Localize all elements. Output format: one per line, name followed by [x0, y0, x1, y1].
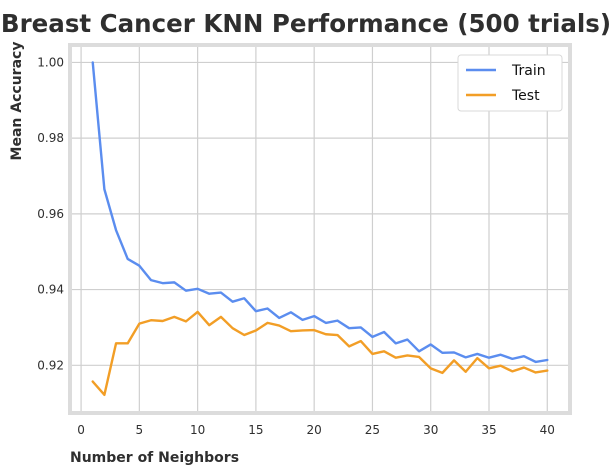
y-tick-label: 0.94 [37, 283, 64, 297]
y-axis-label: Mean Accuracy [9, 42, 25, 161]
legend-label-train: Train [511, 63, 546, 79]
x-tick-label: 25 [365, 423, 380, 437]
x-tick-label: 35 [481, 423, 496, 437]
y-tick-label: 1.00 [37, 55, 64, 69]
y-tick-label: 0.98 [37, 131, 64, 145]
x-tick-label: 15 [248, 423, 263, 437]
plot-area: 0 5 10 15 20 25 30 35 40 0.92 0.94 0.96 0.98 1.00 Trai… [37, 43, 572, 437]
x-tick-label: 5 [136, 423, 144, 437]
legend-label-test: Test [511, 88, 540, 104]
x-axis-label: Number of Neighbors [70, 450, 239, 466]
plot-frame [68, 43, 572, 415]
series-line-train [91, 61, 549, 364]
y-tick-label: 0.92 [37, 358, 64, 372]
y-tick-label: 0.96 [37, 207, 64, 221]
chart-title: Breast Cancer KNN Performance (500 trial… [1, 9, 611, 38]
x-tick-label: 20 [307, 423, 322, 437]
series-line-test [91, 310, 549, 397]
x-tick-label: 40 [540, 423, 555, 437]
x-tick-label: 30 [423, 423, 438, 437]
x-tick-label: 0 [77, 423, 85, 437]
legend-box [457, 54, 563, 112]
x-tick-label: 10 [190, 423, 205, 437]
